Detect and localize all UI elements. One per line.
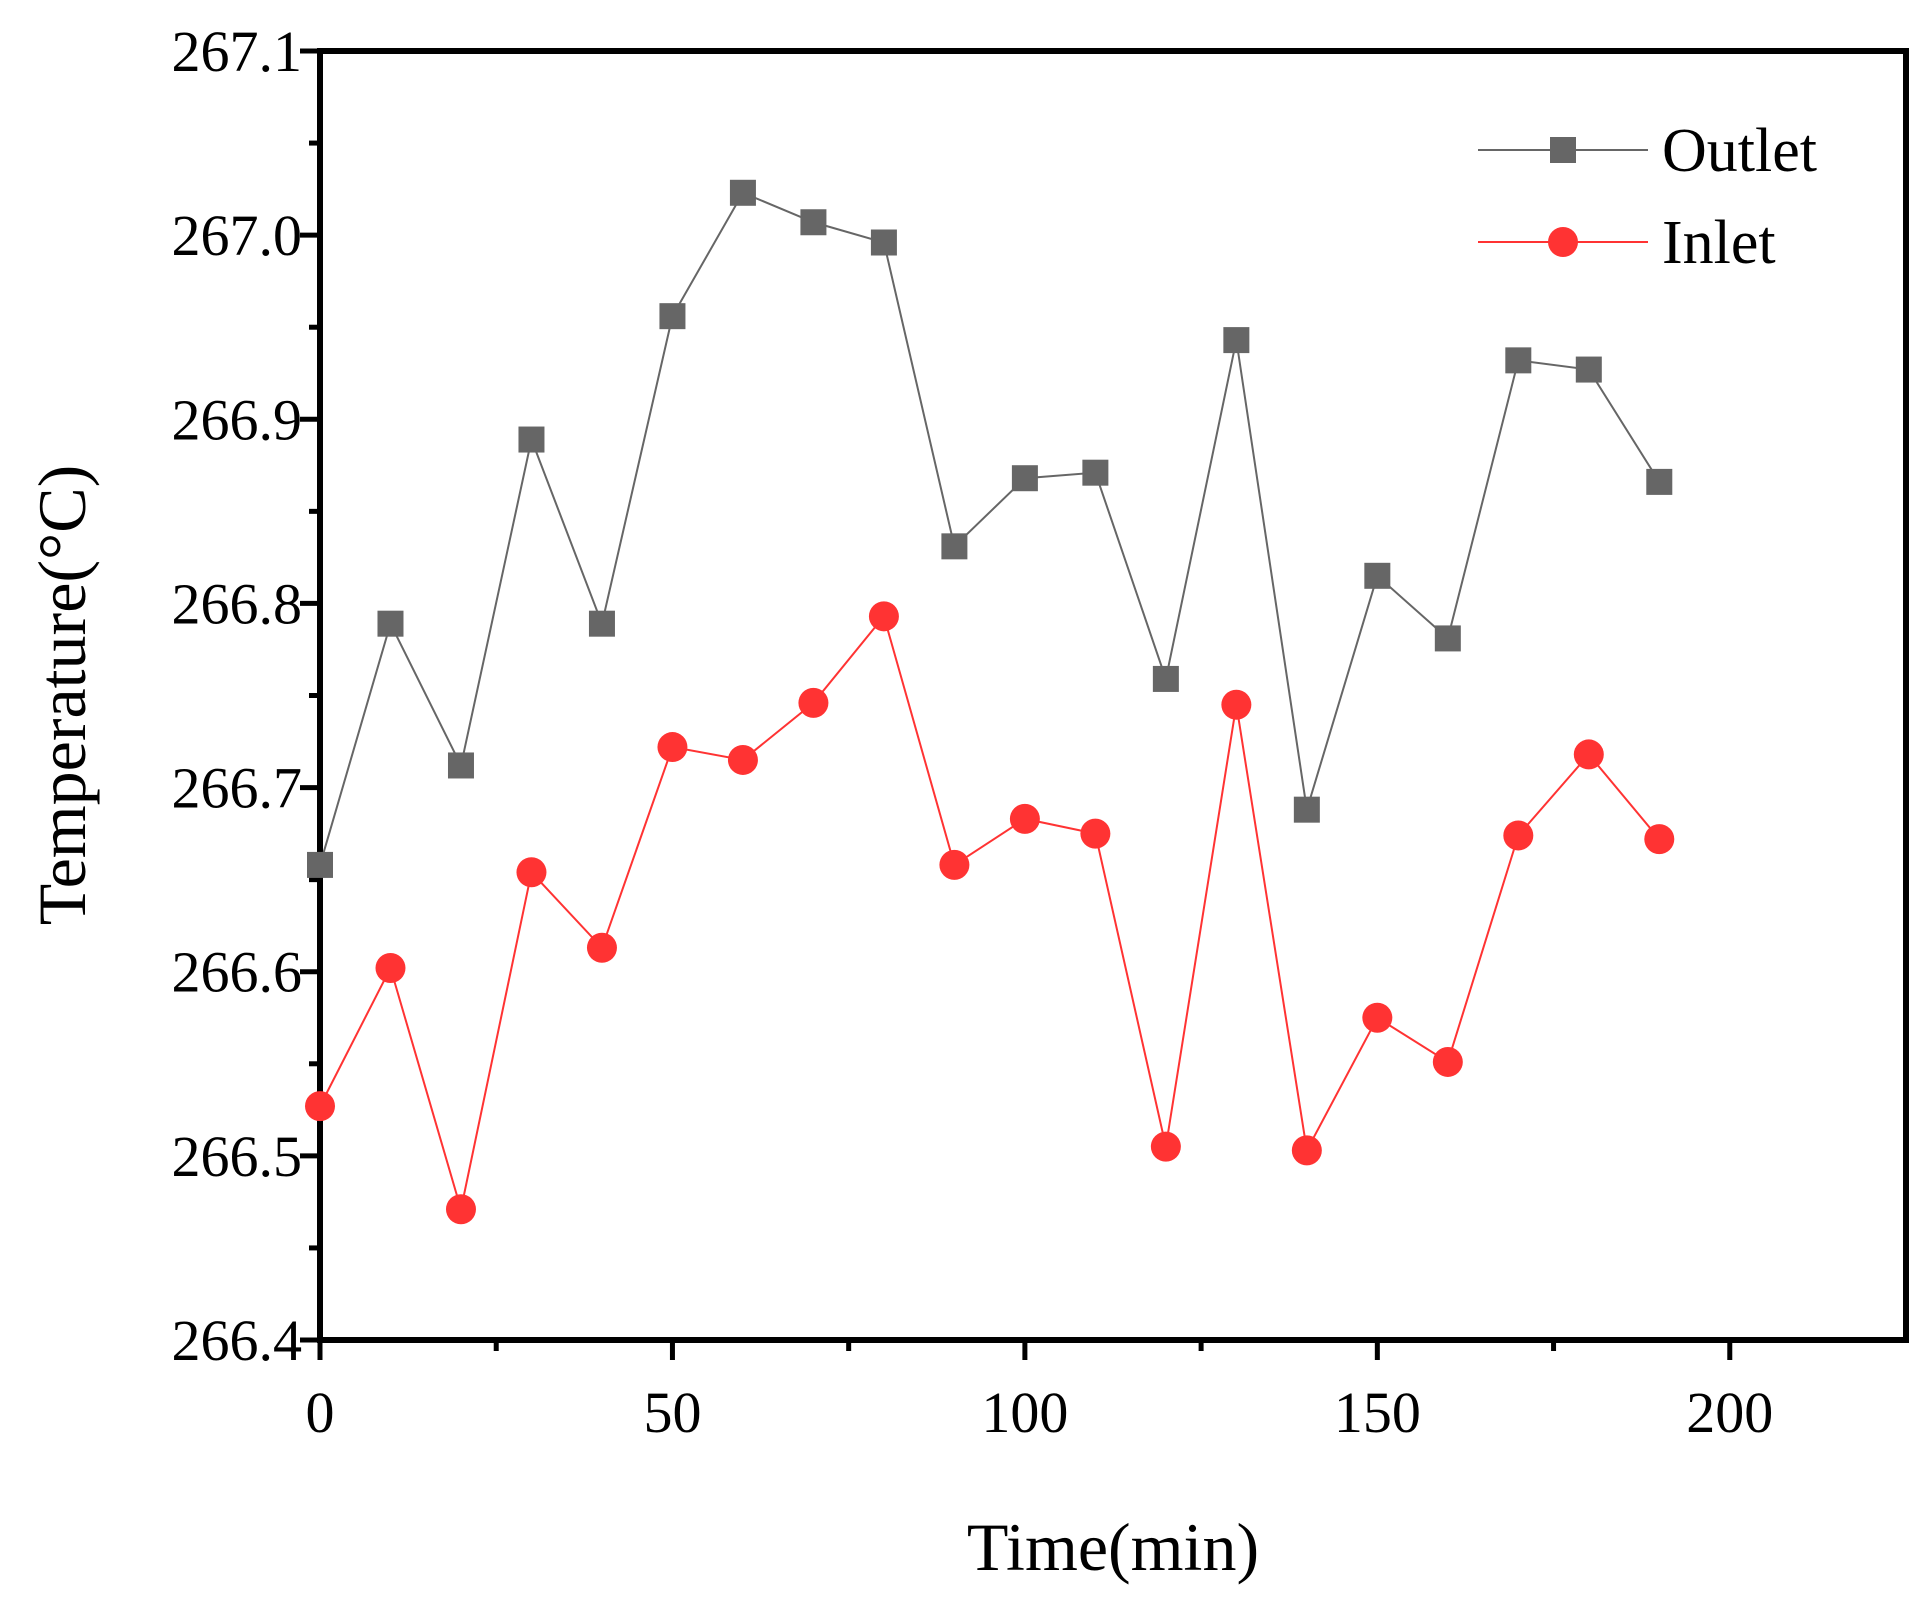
- data-point-outlet: [1364, 562, 1391, 589]
- data-point-inlet: [1150, 1131, 1181, 1162]
- legend: Outlet Inlet: [1478, 117, 1817, 277]
- data-point-outlet: [659, 303, 686, 330]
- y-tick-label: 266.7: [172, 756, 303, 821]
- data-point-inlet: [586, 932, 617, 963]
- legend-label: Inlet: [1662, 209, 1776, 277]
- data-point-outlet: [377, 610, 404, 637]
- y-tick-label: 266.5: [172, 1124, 303, 1189]
- y-axis-title: Temperature(°C): [24, 465, 100, 925]
- data-point-outlet: [307, 851, 333, 878]
- y-tick-label: 266.4: [172, 1308, 303, 1373]
- legend-marker-circle: [1548, 227, 1578, 257]
- data-point-inlet: [727, 744, 758, 775]
- series-inlet: [305, 601, 1675, 1225]
- data-point-outlet: [1082, 459, 1109, 486]
- data-point-inlet: [1291, 1135, 1322, 1166]
- y-tick-label: 266.6: [172, 940, 303, 1005]
- data-point-inlet: [375, 953, 406, 984]
- data-point-outlet: [1293, 796, 1320, 823]
- data-point-inlet: [939, 849, 970, 880]
- data-point-outlet: [447, 752, 474, 779]
- data-point-inlet: [1080, 818, 1111, 849]
- data-point-inlet: [1573, 739, 1604, 770]
- data-point-inlet: [1009, 803, 1040, 834]
- y-tick-label: 267.1: [172, 19, 303, 84]
- data-point-outlet: [1011, 465, 1038, 492]
- x-axis: 0 50 100 150 200: [306, 1340, 1773, 1445]
- series-line-inlet: [319, 614, 1661, 1210]
- x-tick-label: 0: [306, 1380, 335, 1445]
- data-point-inlet: [657, 732, 688, 763]
- data-point-outlet: [1575, 356, 1602, 383]
- x-tick-label: 150: [1334, 1380, 1421, 1445]
- data-point-outlet: [1646, 468, 1673, 495]
- data-point-outlet: [1434, 625, 1461, 652]
- y-tick-label: 266.8: [172, 571, 303, 636]
- x-tick-label: 200: [1686, 1380, 1773, 1445]
- data-point-inlet: [305, 1091, 335, 1122]
- x-tick-label: 50: [643, 1380, 701, 1445]
- data-point-inlet: [445, 1194, 476, 1225]
- data-point-inlet: [798, 687, 829, 718]
- x-axis-title: Time(min): [967, 1509, 1259, 1585]
- legend-label: Outlet: [1662, 117, 1817, 185]
- legend-item-inlet: Inlet: [1478, 209, 1776, 277]
- data-point-outlet: [1505, 347, 1532, 374]
- data-point-outlet: [588, 610, 615, 637]
- data-point-inlet: [1503, 820, 1534, 851]
- data-point-outlet: [1152, 665, 1179, 692]
- legend-marker-square: [1550, 137, 1576, 163]
- data-point-outlet: [729, 179, 756, 206]
- data-point-outlet: [870, 229, 897, 256]
- data-point-inlet: [1432, 1046, 1463, 1077]
- y-tick-label: 267.0: [172, 203, 303, 268]
- data-point-outlet: [800, 209, 827, 236]
- series-layer: [305, 179, 1675, 1225]
- data-point-outlet: [941, 533, 968, 560]
- data-point-inlet: [516, 857, 547, 888]
- y-tick-label: 266.9: [172, 387, 303, 452]
- data-point-inlet: [1362, 1002, 1393, 1033]
- series-outlet: [307, 179, 1673, 878]
- legend-item-outlet: Outlet: [1478, 117, 1817, 185]
- x-tick-label: 100: [981, 1380, 1068, 1445]
- data-point-outlet: [1223, 327, 1250, 354]
- data-point-inlet: [1221, 689, 1252, 720]
- series-line-outlet: [319, 191, 1661, 866]
- data-point-outlet: [518, 426, 545, 453]
- data-point-inlet: [1644, 824, 1675, 855]
- data-point-inlet: [868, 601, 899, 632]
- y-axis: 266.4 266.5 266.6 266.7 266.8 266.9 267.0 267.1: [172, 19, 320, 1373]
